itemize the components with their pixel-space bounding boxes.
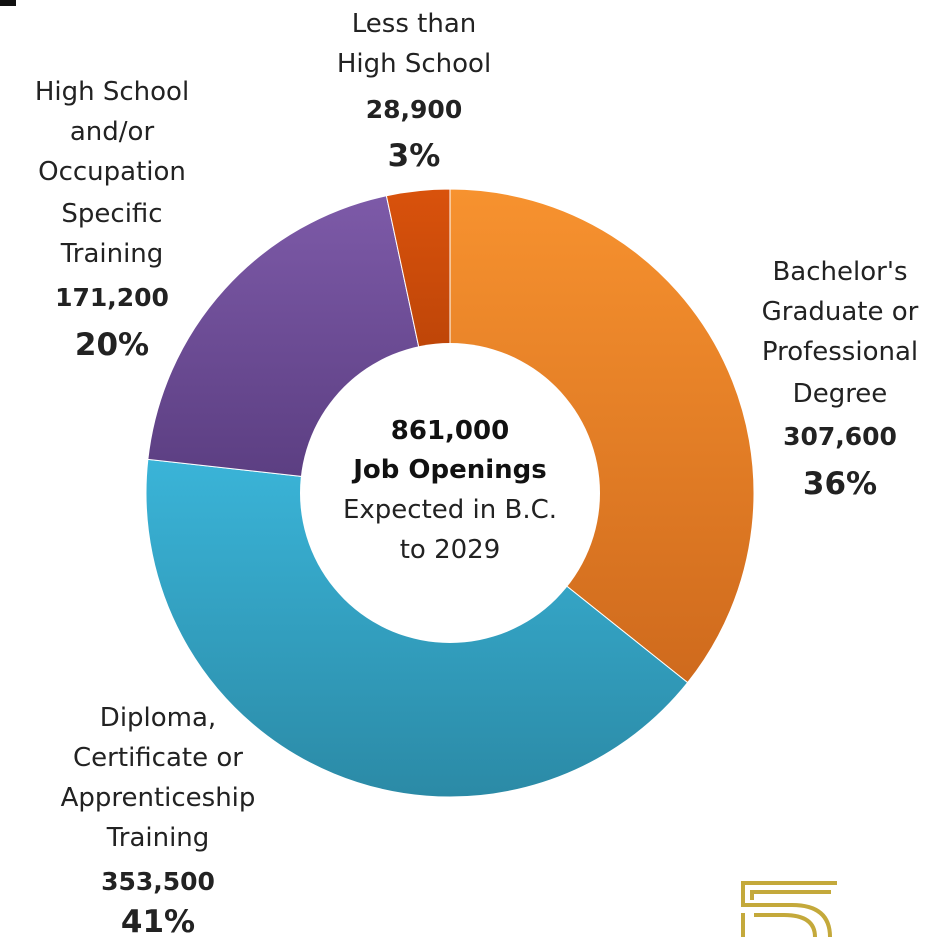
slice-count-label: 353,500 bbox=[101, 867, 215, 896]
center-line-1: Expected in B.C. bbox=[343, 495, 557, 525]
slice-percent-label: 41% bbox=[121, 904, 195, 937]
slice-label-diploma: Diploma, Certificate or Apprenticeship T… bbox=[61, 703, 256, 937]
center-heading: Job Openings bbox=[351, 455, 547, 485]
slice-label-high-school: High School and/or Occupation Specific T… bbox=[35, 77, 189, 363]
slice-count-label: 307,600 bbox=[783, 422, 897, 451]
center-line-2: to 2029 bbox=[400, 535, 501, 565]
slice-label-line: Less than bbox=[352, 9, 476, 39]
slice-count-label: 171,200 bbox=[55, 283, 169, 312]
slice-label-line: Graduate or bbox=[762, 297, 919, 327]
slice-label-line: Specific bbox=[61, 199, 162, 229]
slice-label-line: High School bbox=[337, 49, 491, 79]
slice-label-line: Training bbox=[60, 239, 164, 269]
slice-bachelors bbox=[449, 188, 755, 684]
slice-percent-label: 3% bbox=[388, 138, 441, 174]
center-total: 861,000 bbox=[391, 416, 509, 446]
slice-percent-label: 20% bbox=[75, 327, 149, 363]
slice-label-bachelors: Bachelor's Graduate or Professional Degr… bbox=[762, 257, 919, 502]
slice-label-line: Certificate or bbox=[73, 743, 243, 773]
slice-label-line: High School bbox=[35, 77, 189, 107]
slice-label-line: Degree bbox=[793, 379, 888, 409]
slice-label-line: Occupation bbox=[38, 157, 186, 187]
slice-label-line: Apprenticeship bbox=[61, 783, 256, 813]
slice-count-label: 28,900 bbox=[366, 95, 462, 124]
slice-label-line: and/or bbox=[70, 117, 155, 147]
center-label: 861,000 Job Openings Expected in B.C. to… bbox=[343, 416, 557, 565]
slice-label-line: Bachelor's bbox=[772, 257, 907, 287]
donut-hole bbox=[300, 343, 600, 643]
corner-mark bbox=[0, 0, 16, 6]
slice-percent-label: 36% bbox=[803, 466, 877, 502]
stylized-s-logo-icon bbox=[741, 881, 837, 937]
slice-label-line: Training bbox=[106, 823, 210, 853]
slice-label-line: Professional bbox=[762, 337, 918, 367]
slice-label-less-than-hs: Less than High School 28,900 3% bbox=[337, 9, 491, 174]
slice-label-line: Diploma, bbox=[100, 703, 216, 733]
